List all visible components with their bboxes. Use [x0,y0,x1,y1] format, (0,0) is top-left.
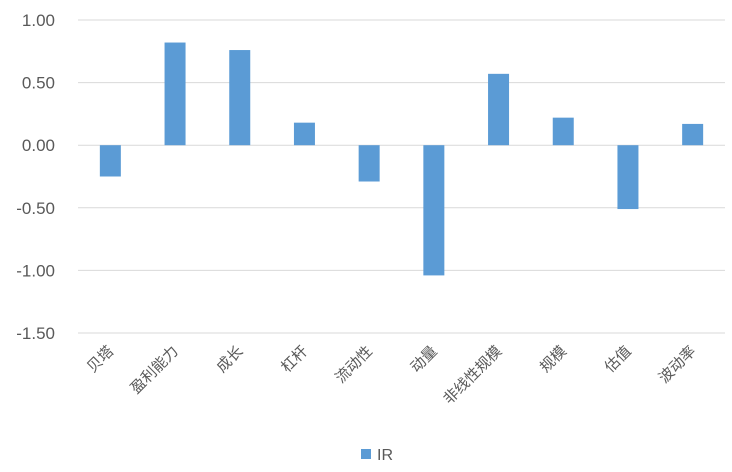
x-tick-label: 动量 [407,342,441,376]
legend-label-ir: IR [377,447,393,464]
grid-lines [78,19,725,334]
y-tick-label: 1.00 [22,11,55,30]
y-tick-label: 0.00 [22,136,55,155]
y-axis-tick-labels: 1.00 0.50 0.00 -0.50 -1.00 -1.50 [16,11,55,343]
y-tick-label: -1.00 [16,261,55,280]
bar-10 [682,123,704,146]
legend-swatch-ir [361,449,371,459]
x-tick-label: 成长 [213,342,247,376]
y-tick-label: -0.50 [16,199,55,218]
bar-3 [229,50,251,146]
x-tick-label: 贝塔 [83,342,117,376]
bar-9 [617,145,639,210]
y-tick-label: -1.50 [16,324,55,343]
x-tick-label: 规模 [536,342,570,376]
bar-1 [99,145,121,177]
x-tick-label: 盈利能力 [127,342,182,397]
x-tick-label: 非线性规模 [440,342,506,408]
bar-8 [552,117,574,146]
bar-5 [358,145,380,182]
x-tick-label: 流动性 [331,342,376,387]
x-tick-label: 估值 [601,342,635,376]
bars [99,42,704,276]
y-tick-label: 0.50 [22,74,55,93]
bar-7 [488,73,510,146]
x-tick-label: 波动率 [655,342,700,387]
legend: IR [361,447,393,464]
x-tick-label: 杠杆 [277,342,311,376]
bar-2 [164,42,186,146]
bar-6 [423,145,445,276]
bar-4 [293,122,315,146]
